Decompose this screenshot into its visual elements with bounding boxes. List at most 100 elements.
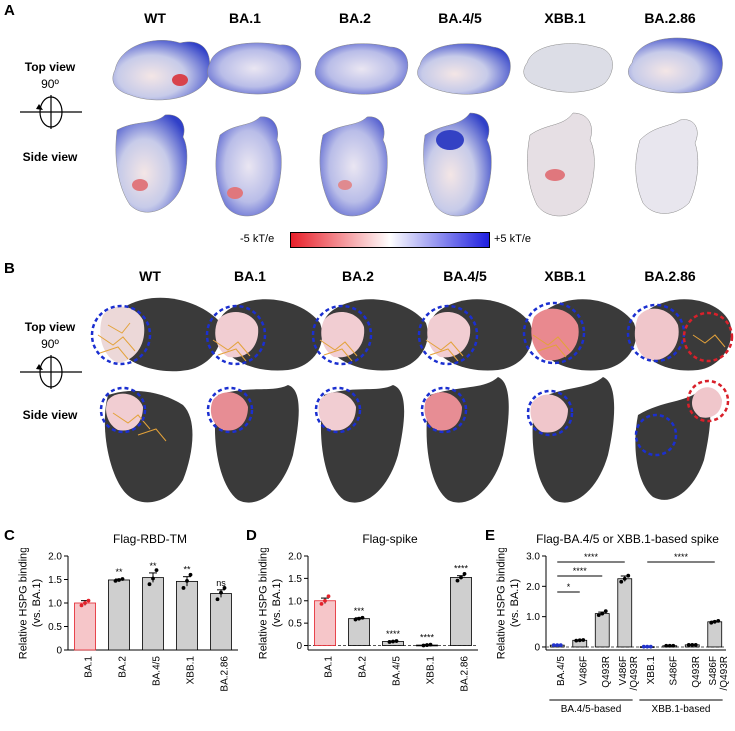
side-view-label-b: Side view — [22, 408, 78, 422]
data-point — [551, 643, 556, 648]
data-point — [641, 644, 646, 649]
surface-side-ba2 — [319, 116, 388, 217]
chart-c-title: Flag-RBD-TM — [113, 532, 187, 546]
surface-side-ba286 — [635, 119, 699, 214]
x-tick-label: Q493R — [601, 656, 612, 688]
data-point — [596, 613, 601, 618]
side-view-label-a: Side view — [22, 150, 78, 164]
rotation-label-b: 90º — [41, 337, 59, 351]
y-tick-label: 1.0 — [526, 612, 540, 623]
docking-side-xbb1 — [526, 377, 615, 503]
docking-side-ba2 — [314, 385, 405, 503]
data-point — [120, 577, 125, 581]
data-point — [323, 598, 327, 603]
data-point — [555, 643, 560, 648]
chart-e: Relative HSPG binding(vs. BA.1) 0 1.0 2.0 3.… — [496, 548, 730, 715]
significance-label: *** — [354, 606, 365, 616]
data-point — [394, 639, 399, 643]
variant-header-b-ba45: BA.4/5 — [443, 268, 487, 284]
docking-top-ba2 — [311, 299, 428, 371]
y-tick-label: 0 — [534, 642, 540, 653]
surface-side-xbb1 — [527, 112, 595, 217]
chart-e-title: Flag-BA.4/5 or XBB.1-based spike — [536, 532, 719, 546]
comparison-label: **** — [674, 552, 689, 562]
bar — [594, 613, 610, 648]
data-point — [462, 572, 467, 576]
significance-label: **** — [454, 564, 469, 574]
hspg-docking-surfaces — [90, 297, 734, 503]
x-tick-label: BA.1 — [324, 656, 335, 678]
docking-side-ba1 — [206, 385, 299, 503]
variant-header-b-ba286: BA.2.86 — [644, 268, 696, 284]
data-point — [421, 643, 426, 648]
colorbar-min-label: -5 kT/e — [240, 233, 275, 245]
data-point — [391, 639, 395, 644]
top-view-label-b: Top view — [24, 320, 76, 334]
data-point — [117, 578, 121, 582]
y-tick-label: 0.5 — [48, 622, 62, 633]
data-point — [185, 579, 189, 583]
data-point — [667, 643, 672, 648]
y-tick-label: 1.0 — [48, 599, 62, 610]
y-tick-label: 1.0 — [288, 596, 302, 607]
x-tick-label: XBB.1 — [426, 656, 437, 685]
data-point — [151, 576, 155, 581]
data-point — [319, 601, 324, 606]
colorbar-max-label: +5 kT/e — [494, 233, 531, 245]
docking-top-ba45 — [417, 299, 533, 371]
significance-label: **** — [386, 629, 401, 639]
data-point — [574, 638, 579, 643]
docking-side-ba45 — [420, 377, 509, 503]
data-point — [558, 643, 563, 648]
data-point — [188, 572, 193, 577]
data-point — [215, 597, 220, 602]
docking-side-ba286 — [634, 379, 730, 500]
data-point — [181, 586, 186, 590]
x-tick-label: BA.1 — [84, 656, 95, 678]
bar — [74, 602, 96, 651]
panel-letter-a: A — [4, 2, 15, 19]
surface-top-ba2 — [314, 43, 409, 95]
surface-top-ba1 — [207, 42, 302, 95]
data-point — [712, 619, 717, 624]
data-point — [387, 640, 392, 644]
y-axis-label: Relative HSPG binding(vs. BA.1) — [18, 548, 43, 659]
surface-side-wt — [115, 114, 188, 213]
data-point — [113, 579, 118, 583]
data-point — [645, 644, 650, 649]
group-label: BA.4/5-based — [561, 704, 622, 715]
docking-top-ba286 — [626, 299, 734, 371]
docking-side-wt — [99, 386, 193, 503]
data-point — [693, 642, 698, 647]
variant-header-b-ba2: BA.2 — [342, 268, 374, 284]
data-point — [353, 617, 358, 622]
docking-top-xbb1 — [522, 299, 637, 371]
variant-header-a-xbb1: XBB.1 — [544, 10, 586, 26]
data-point — [222, 586, 227, 590]
y-tick-label: 0 — [296, 641, 302, 652]
y-tick-label: 2.0 — [526, 582, 540, 593]
bar — [707, 621, 723, 648]
data-point — [455, 578, 460, 583]
variant-header-a-ba286: BA.2.86 — [644, 10, 696, 26]
significance-label: **** — [420, 633, 435, 643]
significance-label: ** — [183, 565, 191, 575]
comparison-label: * — [567, 582, 571, 592]
y-tick-label: 2.0 — [288, 552, 302, 563]
x-tick-label: V486F — [578, 656, 589, 685]
variant-header-b-ba1: BA.1 — [234, 268, 266, 284]
y-tick-label: 0 — [56, 646, 62, 657]
data-point — [425, 643, 429, 647]
significance-label: ** — [149, 561, 157, 571]
x-tick-label: BA.4/5 — [392, 656, 403, 686]
variant-header-a-ba1: BA.1 — [229, 10, 261, 26]
x-tick-label: V486F/Q493R — [618, 656, 640, 690]
x-tick-label: Q493R — [691, 656, 702, 688]
variant-header-a-ba2: BA.2 — [339, 10, 371, 26]
variant-header-b-xbb1: XBB.1 — [544, 268, 586, 284]
rotation-label-a: 90º — [41, 77, 59, 91]
data-point — [360, 615, 365, 620]
x-tick-label: BA.2 — [358, 656, 369, 678]
surface-side-ba45 — [423, 112, 492, 217]
data-point — [459, 575, 463, 580]
